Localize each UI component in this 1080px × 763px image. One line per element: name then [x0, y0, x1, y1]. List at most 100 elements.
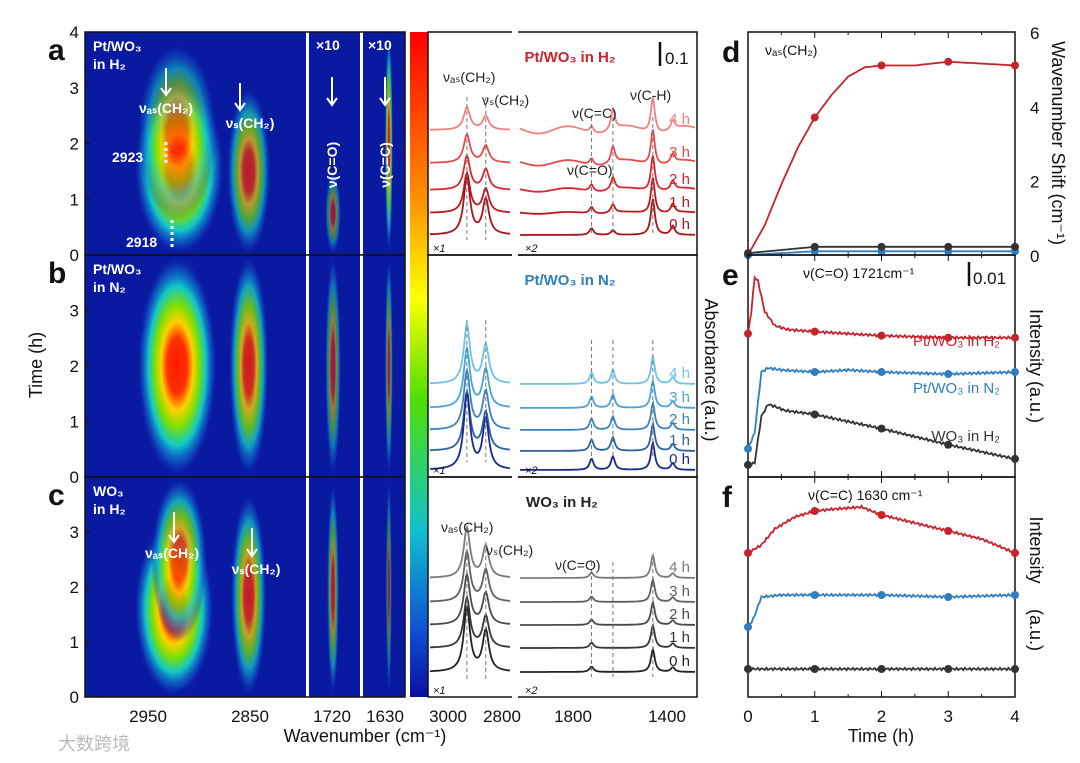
- scale-bar-label: 0.01: [973, 269, 1006, 288]
- axis-break: [512, 30, 518, 257]
- spectrum-trace: [430, 571, 511, 626]
- spectrum-trace: [519, 97, 696, 135]
- y-tick: 6: [1030, 24, 1039, 43]
- data-point: [877, 511, 886, 519]
- arrow-head-icon: [160, 87, 172, 97]
- heatmap-intensity-band: [325, 255, 341, 477]
- spectra-title: Pt/WO₃ in N₂: [524, 272, 615, 289]
- time-label: 2 h: [669, 606, 690, 623]
- watermark: 大数跨境: [58, 734, 130, 754]
- y-tick: 2: [70, 135, 79, 154]
- data-point: [1011, 549, 1019, 557]
- x-tick: 0: [743, 707, 752, 726]
- time-label: 3 h: [669, 144, 690, 161]
- label-vs-ch2: νₛ(CH₂): [232, 561, 281, 577]
- spectrum-trace: [429, 153, 511, 191]
- data-point: [1011, 591, 1019, 599]
- axis-break: [512, 253, 518, 479]
- gas-label: in H₂: [93, 56, 126, 72]
- y-axis-label: Wavenumber Shift (cm⁻¹): [1048, 41, 1068, 245]
- gas-label: in H₂: [93, 501, 126, 517]
- y-axis-label-units: (a.u.): [1026, 609, 1046, 651]
- spectra-y-label: Absorbance (a.u.): [701, 298, 721, 441]
- data-point: [944, 242, 953, 251]
- label-cc: ν(C=C): [377, 142, 393, 188]
- data-point: [810, 113, 819, 122]
- time-label: 3 h: [669, 583, 690, 600]
- time-label: 4 h: [669, 365, 690, 382]
- axis-break: [306, 477, 309, 697]
- heatmap-intensity-band: [384, 255, 393, 477]
- spectra-title: WO₃ in H₂: [526, 494, 598, 511]
- peak-annotation: νₛ(CH₂): [486, 542, 533, 558]
- plot-title: ν(C=C) 1630 cm⁻¹: [808, 487, 923, 503]
- y-tick: 2: [1030, 173, 1039, 192]
- x-tick: 1800: [554, 707, 592, 726]
- spectrum-trace: [430, 524, 511, 579]
- data-point: [810, 242, 819, 251]
- y-tick: 0: [70, 246, 79, 265]
- spectrum-trace: [520, 420, 695, 452]
- panel-letter-b: b: [48, 257, 66, 290]
- peak-annotation: ν(C=O): [555, 557, 601, 573]
- time-label: 1 h: [669, 432, 690, 449]
- data-point: [810, 327, 819, 336]
- data-point: [877, 242, 886, 251]
- wavenumber-2918: 2918: [126, 234, 157, 250]
- multiplier-label: ×1: [433, 243, 446, 255]
- panel-letter-e: e: [722, 259, 739, 292]
- data-point: [944, 440, 953, 449]
- arrow-head-icon: [234, 102, 246, 112]
- arrow-head-icon: [379, 97, 391, 107]
- y-tick: 0: [70, 468, 79, 487]
- heatmap-intensity-band: [325, 171, 341, 255]
- spectrum-trace: [520, 622, 695, 649]
- heatmap-intensity-band: [137, 43, 218, 222]
- series-label: Pt/WO₃ in N₂: [913, 380, 1000, 397]
- data-point: [744, 549, 752, 557]
- spectrum-trace: [519, 155, 696, 193]
- data-point: [944, 593, 953, 601]
- y-tick: 3: [70, 302, 79, 321]
- data-point: [810, 591, 819, 599]
- x-tick: 2: [877, 707, 886, 726]
- data-point: [1011, 333, 1019, 342]
- panel-letter-c: c: [48, 479, 65, 512]
- data-point: [877, 61, 886, 70]
- sample-label: Pt/WO₃: [93, 261, 141, 277]
- y-tick: 1: [70, 413, 79, 432]
- arrow-head-icon: [246, 548, 258, 558]
- data-point: [944, 527, 953, 535]
- series-label: Pt/WO₃ in H₂: [913, 333, 1000, 350]
- spectrum-trace: [520, 599, 695, 626]
- data-point: [744, 623, 752, 631]
- y-tick: 1: [70, 633, 79, 652]
- spectrum-trace: [430, 605, 511, 672]
- data-point: [744, 444, 752, 453]
- x-tick: 2800: [483, 707, 521, 726]
- y-tick: 2: [70, 357, 79, 376]
- spectrum-trace: [430, 366, 511, 431]
- spectrum-trace: [520, 353, 695, 385]
- data-point: [877, 424, 886, 433]
- time-label: 0 h: [669, 451, 690, 468]
- x-axis-label: Time (h): [848, 726, 914, 746]
- spectrum-trace: [520, 576, 695, 603]
- spectrum-trace: [430, 170, 510, 214]
- wavenumber-2923: 2923: [112, 149, 143, 165]
- data-point: [1011, 368, 1019, 377]
- data-point: [810, 410, 819, 419]
- spectrum-trace: [519, 129, 696, 167]
- data-point: [810, 507, 819, 515]
- spectra-frame: [427, 476, 698, 698]
- spectrum-trace: [519, 177, 696, 215]
- sample-label: WO₃: [93, 483, 124, 499]
- gas-label: in N₂: [93, 279, 126, 295]
- data-point: [1011, 454, 1019, 463]
- label-vas-ch2: νₐₛ(CH₂): [139, 100, 193, 116]
- spectrum-trace: [430, 171, 511, 236]
- heatmap-a: [85, 32, 405, 256]
- heatmap-c: [85, 477, 405, 697]
- time-label: 2 h: [669, 171, 690, 188]
- axis-break: [360, 255, 363, 477]
